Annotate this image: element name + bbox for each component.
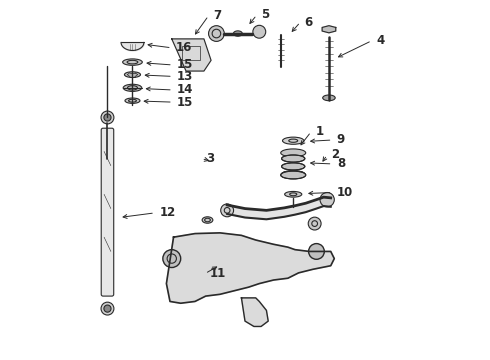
Circle shape — [308, 217, 321, 230]
Ellipse shape — [233, 31, 243, 36]
Bar — [182, 46, 200, 60]
Text: 8: 8 — [337, 157, 345, 170]
Circle shape — [104, 305, 111, 312]
Text: 16: 16 — [176, 41, 193, 54]
Ellipse shape — [281, 171, 306, 179]
Polygon shape — [242, 298, 268, 327]
Circle shape — [309, 244, 324, 259]
Text: 13: 13 — [177, 70, 194, 83]
Text: 2: 2 — [331, 148, 340, 162]
Ellipse shape — [123, 84, 142, 91]
Text: 1: 1 — [316, 125, 323, 138]
Circle shape — [104, 114, 111, 121]
FancyBboxPatch shape — [101, 128, 114, 296]
Text: 9: 9 — [337, 134, 345, 147]
Text: 12: 12 — [159, 206, 175, 219]
Text: 10: 10 — [337, 186, 353, 199]
Circle shape — [163, 249, 181, 267]
Circle shape — [253, 25, 266, 38]
Ellipse shape — [282, 163, 305, 170]
Ellipse shape — [283, 137, 304, 144]
Text: 11: 11 — [209, 267, 225, 280]
Text: 3: 3 — [206, 152, 214, 165]
Polygon shape — [322, 26, 336, 33]
Ellipse shape — [124, 72, 141, 77]
Polygon shape — [172, 39, 211, 71]
Ellipse shape — [323, 95, 335, 101]
Ellipse shape — [282, 155, 305, 162]
Text: 15: 15 — [177, 58, 194, 72]
Text: 6: 6 — [305, 15, 313, 28]
Polygon shape — [167, 233, 334, 303]
Ellipse shape — [281, 149, 306, 157]
Circle shape — [101, 111, 114, 124]
Circle shape — [320, 193, 334, 207]
Ellipse shape — [285, 192, 302, 197]
Circle shape — [101, 302, 114, 315]
Circle shape — [209, 26, 224, 41]
Polygon shape — [227, 197, 331, 219]
Text: 7: 7 — [213, 9, 221, 22]
Circle shape — [220, 204, 234, 217]
Ellipse shape — [122, 59, 142, 65]
Ellipse shape — [282, 171, 305, 178]
Ellipse shape — [202, 217, 213, 223]
Text: 5: 5 — [261, 9, 270, 22]
Ellipse shape — [125, 98, 140, 103]
Text: 14: 14 — [177, 84, 194, 96]
Text: 15: 15 — [177, 96, 194, 109]
Text: 4: 4 — [376, 34, 384, 47]
